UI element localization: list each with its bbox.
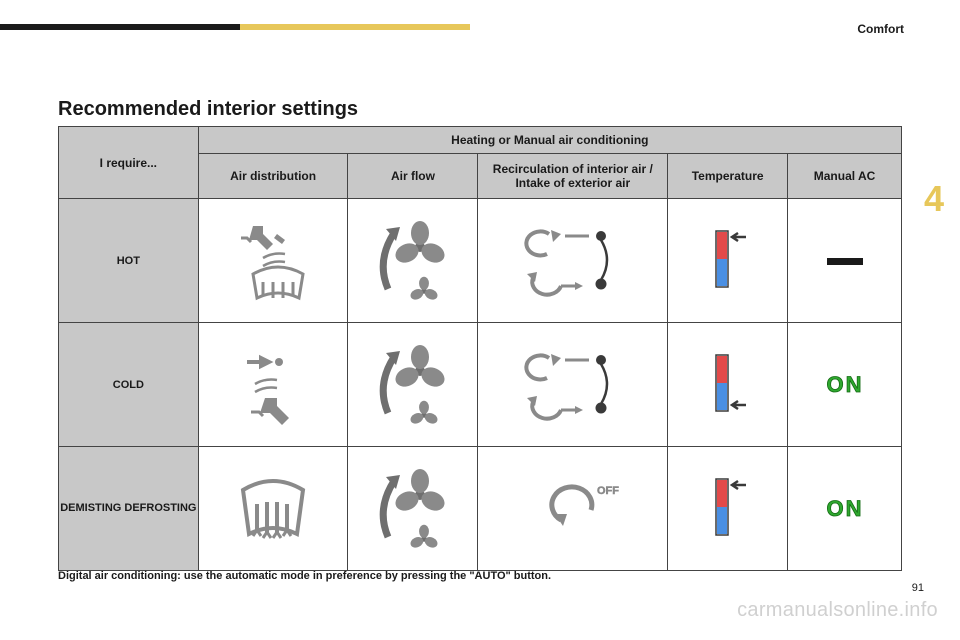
cell-hot-ac [788, 199, 902, 323]
cell-cold-airflow [348, 323, 478, 447]
on-icon: ON [805, 489, 885, 529]
table-row: COLD [59, 323, 902, 447]
col-air-flow: Air flow [348, 154, 478, 199]
footnote: Digital air conditioning: use the automa… [58, 570, 551, 582]
fan-increase-icon [358, 335, 468, 435]
section-label: Comfort [857, 22, 904, 36]
cell-hot-airflow [348, 199, 478, 323]
table-row: DEMISTING DEFROSTING [59, 447, 902, 571]
row-label-hot: HOT [59, 199, 199, 323]
feet-windshield-icon [223, 216, 323, 306]
cell-demist-ac: ON [788, 447, 902, 571]
col-air-distribution: Air distribution [198, 154, 348, 199]
svg-text:OFF: OFF [597, 485, 619, 497]
windshield-icon [223, 464, 323, 554]
header-top: Heating or Manual air conditioning [198, 127, 901, 154]
page: Comfort 4 Recommended interior settings … [0, 0, 960, 640]
fan-increase-icon [358, 459, 468, 559]
page-number: 91 [912, 582, 924, 594]
top-accent-black [0, 24, 240, 30]
header-left: I require... [59, 127, 199, 199]
dash-icon [815, 241, 875, 281]
cell-demist-airflow [348, 447, 478, 571]
col-temperature: Temperature [668, 154, 788, 199]
on-icon: ON [805, 365, 885, 405]
cell-demist-temp [668, 447, 788, 571]
settings-table: I require... Heating or Manual air condi… [58, 126, 902, 571]
cell-hot-distribution [198, 199, 348, 323]
fan-increase-icon [358, 211, 468, 311]
recirc-off-icon: OFF [503, 464, 643, 554]
cell-cold-distribution [198, 323, 348, 447]
cell-cold-ac: ON [788, 323, 902, 447]
chapter-number: 4 [924, 178, 944, 220]
cell-demist-recirc: OFF [478, 447, 668, 571]
temperature-hot-icon [688, 221, 768, 301]
row-label-cold: COLD [59, 323, 199, 447]
temperature-cold-icon [688, 345, 768, 425]
row-label-demist: DEMISTING DEFROSTING [59, 447, 199, 571]
page-heading: Recommended interior settings [58, 98, 358, 121]
cell-demist-distribution [198, 447, 348, 571]
cell-cold-temp [668, 323, 788, 447]
on-text: ON [826, 496, 863, 521]
col-manual-ac: Manual AC [788, 154, 902, 199]
on-text: ON [826, 372, 863, 397]
recirc-exterior-icon [503, 340, 643, 430]
recirc-exterior-icon [503, 216, 643, 306]
face-feet-icon [223, 340, 323, 430]
cell-hot-recirc [478, 199, 668, 323]
cell-hot-temp [668, 199, 788, 323]
temperature-hot-icon [688, 469, 768, 549]
cell-cold-recirc [478, 323, 668, 447]
table-row: HOT [59, 199, 902, 323]
watermark: carmanualsonline.info [737, 599, 938, 622]
col-recirc: Recirculation of interior air / Intake o… [478, 154, 668, 199]
